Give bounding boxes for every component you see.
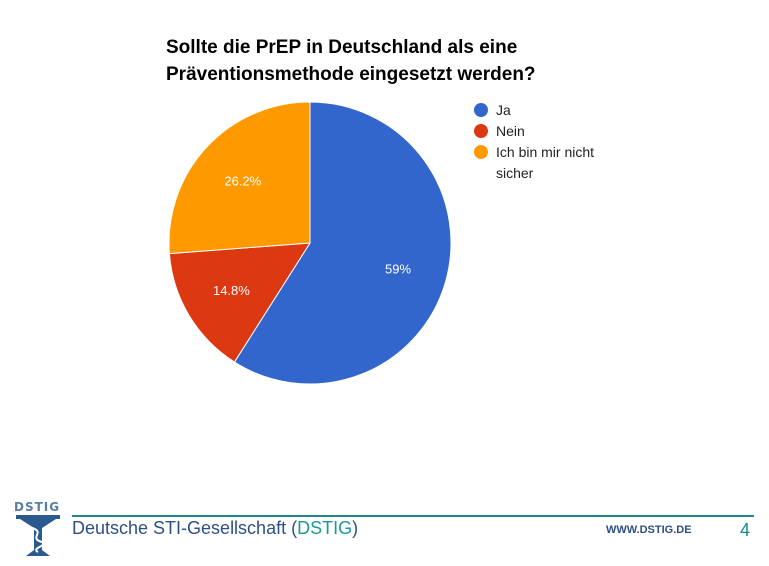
data-label-1: 14.8% — [213, 283, 250, 298]
svg-text:DSTIG: DSTIG — [14, 500, 60, 514]
data-label-2: 26.2% — [224, 174, 261, 189]
legend-item-ja[interactable]: Ja — [474, 100, 626, 121]
footer-organization: Deutsche STI-Gesellschaft (DSTIG) — [72, 518, 359, 538]
footer-website-link[interactable]: WWW.DSTIG.DE — [606, 524, 692, 536]
pie-chart: 59% 14.8% 26.2% — [168, 101, 452, 385]
legend: Ja Nein Ich bin mir nicht sicher — [474, 100, 626, 184]
pie-slice-1[interactable] — [168, 242, 311, 363]
legend-item-unsure[interactable]: Ich bin mir nicht sicher — [474, 142, 626, 184]
chart-title-line-1: Sollte die PrEP in Deutschland als eine — [166, 37, 518, 58]
dstig-logo: DSTIG — [14, 500, 60, 556]
legend-dot-icon — [474, 145, 488, 159]
chart-title-line-2: Präventionsmethode eingesetzt werden? — [166, 64, 536, 85]
page-number: 4 — [740, 520, 751, 540]
pie-slice-0[interactable] — [233, 101, 452, 385]
data-label-0: 59% — [385, 262, 411, 277]
chart-title: Sollte die PrEP in Deutschland als eine … — [166, 34, 536, 88]
legend-dot-icon — [474, 124, 488, 138]
pie-slice-2[interactable] — [168, 101, 311, 255]
legend-dot-icon — [474, 103, 488, 117]
legend-item-nein[interactable]: Nein — [474, 121, 626, 142]
footer-rule — [72, 515, 754, 517]
